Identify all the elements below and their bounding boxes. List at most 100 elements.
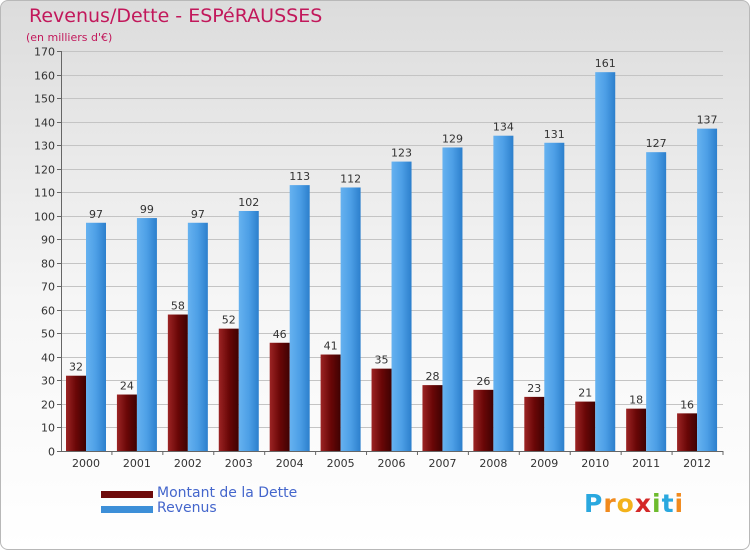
data-label-revenus: 97 <box>89 208 103 221</box>
axes: 0 10 20 30 40 50 60 70 80 90 100 110 120 130 140 150 160… <box>34 46 724 470</box>
x-tick-label: 2012 <box>683 457 711 470</box>
bar-dette <box>626 408 647 451</box>
bar-dette <box>167 314 188 451</box>
data-label-dette: 58 <box>171 300 185 313</box>
legend-label-debt: Montant de la Dette <box>157 485 298 501</box>
logo-letter: i <box>674 489 685 518</box>
bar-revenus <box>391 161 412 451</box>
bar-revenus <box>136 218 157 451</box>
bar-dette <box>524 396 545 451</box>
data-label-dette: 21 <box>578 387 592 400</box>
bar-revenus <box>340 187 361 451</box>
bar-dette <box>269 342 290 451</box>
bar-revenus <box>86 222 106 451</box>
chart-subtitle: (en milliers d'€) <box>26 31 113 44</box>
x-tick-label: 2006 <box>378 457 406 470</box>
data-label-dette: 41 <box>324 340 338 353</box>
logo-letter: r <box>603 489 617 518</box>
data-label-revenus: 134 <box>493 121 514 134</box>
y-tick-label: 10 <box>41 422 55 435</box>
data-label-dette: 35 <box>375 354 389 367</box>
y-tick-label: 70 <box>41 281 55 294</box>
bar-dette <box>371 368 392 451</box>
data-label-revenus: 102 <box>238 196 259 209</box>
x-tick-label: 2004 <box>276 457 304 470</box>
data-label-revenus: 161 <box>595 57 616 70</box>
logo-letter: o <box>616 489 635 518</box>
legend-label-revenus: Revenus <box>157 500 217 516</box>
data-label-revenus: 112 <box>340 172 361 185</box>
proxiti-logo: Proxiti <box>584 489 684 518</box>
y-tick-label: 120 <box>34 164 55 177</box>
bar-revenus <box>442 147 463 451</box>
data-label-revenus: 113 <box>289 170 310 183</box>
data-label-dette: 26 <box>476 375 490 388</box>
logo-letter: i <box>652 489 662 518</box>
x-tick-label: 2003 <box>225 457 253 470</box>
bars <box>66 72 718 452</box>
y-tick-label: 60 <box>41 305 55 318</box>
legend-swatch-debt <box>101 491 153 498</box>
data-label-dette: 28 <box>425 370 439 383</box>
y-tick-label: 150 <box>34 93 55 106</box>
bar-dette <box>473 389 494 451</box>
y-tick-label: 170 <box>34 46 55 59</box>
labels: 32 97 24 99 58 97 52 102 46 113 41 112 35 123 28 129 26 1… <box>69 57 718 411</box>
y-tick-label: 130 <box>34 140 55 153</box>
y-tick-label: 30 <box>41 375 55 388</box>
data-label-dette: 46 <box>273 328 287 341</box>
data-label-revenus: 123 <box>391 147 412 160</box>
bar-revenus <box>595 72 616 452</box>
x-tick-label: 2011 <box>632 457 660 470</box>
data-label-dette: 24 <box>120 380 134 393</box>
data-label-revenus: 131 <box>544 128 565 141</box>
data-label-dette: 16 <box>680 398 694 411</box>
bar-dette <box>422 385 443 451</box>
data-label-dette: 18 <box>629 394 643 407</box>
bar-dette <box>116 394 137 451</box>
bar-revenus <box>238 211 259 451</box>
bar-revenus <box>544 142 565 451</box>
data-label-dette: 23 <box>527 382 541 395</box>
bar-revenus <box>187 222 208 451</box>
y-tick-label: 140 <box>34 117 55 130</box>
x-tick-label: 2002 <box>174 457 202 470</box>
y-tick-label: 90 <box>41 234 55 247</box>
bar-dette <box>66 375 86 451</box>
data-label-dette: 32 <box>69 361 83 374</box>
bar-revenus <box>289 185 310 451</box>
bar-dette <box>575 401 596 451</box>
x-tick-label: 2009 <box>530 457 558 470</box>
data-label-revenus: 129 <box>442 132 463 145</box>
logo-letter: t <box>661 489 675 518</box>
legend-swatch-revenus <box>101 506 153 513</box>
data-label-revenus: 99 <box>140 203 154 216</box>
y-tick-label: 50 <box>41 328 55 341</box>
bar-dette <box>218 328 239 451</box>
x-tick-label: 2010 <box>581 457 609 470</box>
data-label-revenus: 97 <box>191 208 205 221</box>
y-tick-label: 40 <box>41 352 55 365</box>
bar-dette <box>320 354 341 451</box>
logo-letter: P <box>584 489 604 518</box>
x-tick-label: 2000 <box>72 457 100 470</box>
bar-revenus <box>697 128 718 451</box>
y-tick-label: 80 <box>41 258 55 271</box>
x-tick-label: 2007 <box>428 457 456 470</box>
y-tick-label: 100 <box>34 211 55 224</box>
y-tick-label: 0 <box>48 446 55 459</box>
x-tick-label: 2001 <box>123 457 151 470</box>
logo-letter: x <box>634 489 652 518</box>
data-label-dette: 52 <box>222 314 236 327</box>
y-tick-label: 20 <box>41 399 55 412</box>
bar-revenus <box>493 135 514 452</box>
data-label-revenus: 137 <box>697 114 718 127</box>
chart-title: Revenus/Dette - ESPéRAUSSES <box>29 5 323 27</box>
y-tick-label: 110 <box>34 187 55 200</box>
data-label-revenus: 127 <box>646 137 667 150</box>
x-tick-label: 2005 <box>327 457 355 470</box>
y-tick-label: 160 <box>34 70 55 83</box>
bar-revenus <box>646 152 667 452</box>
